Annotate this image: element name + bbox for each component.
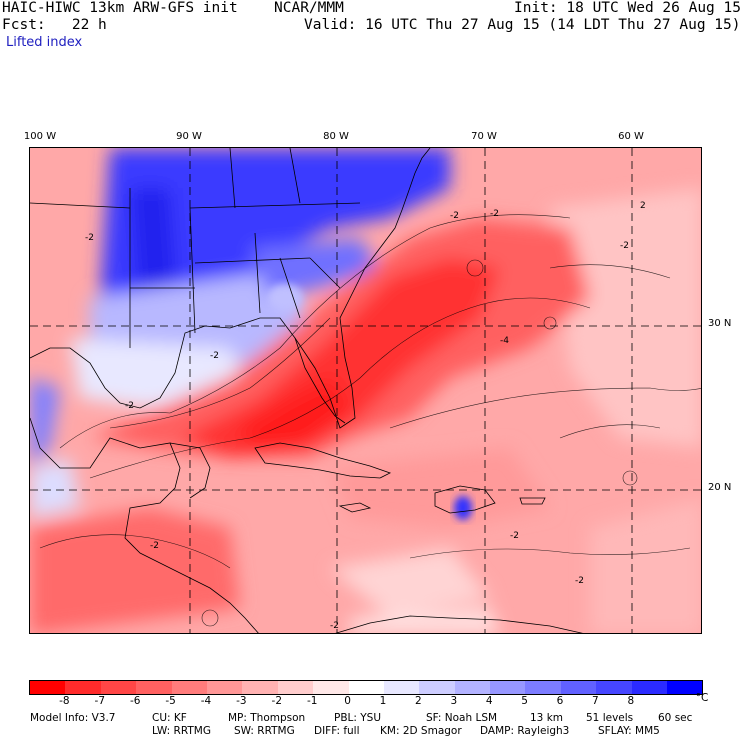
model-info-cu: CU: KF bbox=[152, 712, 187, 724]
colorbar-cell bbox=[171, 681, 207, 694]
colorbar-tick-label: -5 bbox=[165, 695, 176, 707]
colorbar-cell bbox=[383, 681, 420, 694]
colorbar-cell bbox=[242, 681, 278, 694]
field-shading bbox=[30, 148, 701, 633]
colorbar-tick-label: -8 bbox=[59, 695, 70, 707]
contour-label: -2 bbox=[330, 621, 339, 631]
model-info-sf: SF: Noah LSM bbox=[426, 712, 498, 724]
model-info-sw: SW: RRTMG bbox=[234, 725, 295, 737]
lat-label-20n: 20 N bbox=[708, 482, 732, 493]
lat-lon-grid bbox=[30, 148, 701, 633]
contour-label: -2 bbox=[210, 351, 219, 361]
contour-label: -2 bbox=[575, 576, 584, 586]
colorbar-tick-label: 5 bbox=[521, 695, 528, 707]
colorbar-cell bbox=[30, 681, 66, 694]
contour-label: -4 bbox=[500, 336, 509, 346]
lifted-index-map: -2 -2 -2 -2 -4 -2 -2 2 -2 -2 -2 -2 bbox=[29, 147, 702, 634]
colorbar-cell bbox=[277, 681, 314, 694]
blue-pocket bbox=[454, 496, 472, 520]
colorbar-tick-label: -6 bbox=[129, 695, 141, 707]
contours bbox=[39, 214, 701, 627]
colorbar-tick-label: 7 bbox=[592, 695, 599, 707]
lon-label-100w: 100 W bbox=[23, 131, 57, 142]
model-info-km: KM: 2D Smagor bbox=[380, 725, 462, 737]
forecast-hour: Fcst: 22 h bbox=[2, 17, 107, 33]
init-time: Init: 18 UTC Wed 26 Aug 15 bbox=[514, 0, 740, 16]
contour-label: -2 bbox=[150, 541, 159, 551]
colorbar-cell bbox=[65, 681, 101, 694]
colorbar-tick-label: -7 bbox=[94, 695, 106, 707]
colorbar-tick-label: 0 bbox=[344, 695, 351, 707]
colorbar-cell bbox=[313, 681, 349, 694]
model-info-damp: DAMP: Rayleigh3 bbox=[480, 725, 570, 737]
colorbar-tick-label: -1 bbox=[306, 695, 318, 707]
model-info-res: 13 km bbox=[530, 712, 564, 724]
contour-label: -2 bbox=[490, 209, 499, 219]
colorbar-tick-label: -4 bbox=[200, 695, 212, 707]
field-name: Lifted index bbox=[6, 35, 83, 50]
colorbar-cell bbox=[419, 681, 455, 694]
colorbar-tick-label: 1 bbox=[379, 695, 387, 707]
lon-label-70w: 70 W bbox=[471, 131, 497, 142]
colorbar-cell bbox=[100, 681, 137, 694]
contour-label: -2 bbox=[510, 531, 519, 541]
contour-label: -2 bbox=[125, 401, 134, 411]
lon-label-60w: 60 W bbox=[618, 131, 644, 142]
contour-label: -2 bbox=[85, 233, 94, 243]
colorbar-tick-label: -3 bbox=[236, 695, 247, 707]
colorbar-tick-label: 3 bbox=[450, 695, 458, 707]
colorbar-tick-label: -2 bbox=[271, 695, 283, 707]
org-label: NCAR/MMM bbox=[274, 0, 344, 16]
colorbar-cell bbox=[348, 681, 384, 694]
colorbar-cell bbox=[560, 681, 597, 694]
model-info-lw: LW: RRTMG bbox=[152, 725, 211, 737]
colorbar-cell bbox=[490, 681, 526, 694]
model-info-mp: MP: Thompson bbox=[228, 712, 306, 724]
colorbar-unit: °C bbox=[695, 692, 709, 704]
pale-pocket bbox=[267, 284, 303, 312]
colorbar-cell bbox=[454, 681, 491, 694]
colorbar-cell bbox=[525, 681, 561, 694]
colorbar-tick-label: 2 bbox=[415, 695, 422, 707]
model-info-version: Model Info: V3.7 bbox=[30, 712, 116, 724]
contour-labels: -2 -2 -2 -2 -4 -2 -2 2 -2 -2 -2 -2 bbox=[85, 201, 646, 631]
contour-label: -2 bbox=[620, 241, 629, 251]
colorbar-cell bbox=[206, 681, 243, 694]
contour-label: -2 bbox=[450, 211, 459, 221]
lon-label-80w: 80 W bbox=[323, 131, 349, 142]
colorbar-cell bbox=[136, 681, 172, 694]
colorbar-cell bbox=[596, 681, 632, 694]
model-info-sflay: SFLAY: MM5 bbox=[598, 725, 660, 737]
colorbar-tick-label: 4 bbox=[485, 695, 493, 707]
contour-label: 2 bbox=[640, 201, 646, 211]
colorbar-tick-label: 8 bbox=[627, 695, 635, 707]
colorbar-tick-label: 6 bbox=[556, 695, 564, 707]
model-info-pbl: PBL: YSU bbox=[334, 712, 382, 724]
lat-label-30n: 30 N bbox=[708, 318, 732, 329]
model-info-timestep: 60 sec bbox=[658, 712, 693, 724]
valid-time: Valid: 16 UTC Thu 27 Aug 15 (14 LDT Thu … bbox=[304, 17, 740, 33]
colorbar bbox=[29, 680, 704, 695]
model-title: HAIC-HIWC 13km ARW-GFS init bbox=[2, 0, 238, 16]
model-info-levels: 51 levels bbox=[586, 712, 634, 724]
lon-label-90w: 90 W bbox=[176, 131, 202, 142]
coastlines bbox=[30, 148, 583, 633]
model-info-diff: DIFF: full bbox=[314, 725, 360, 737]
colorbar-cell bbox=[631, 681, 668, 694]
colorbar-cell bbox=[667, 681, 703, 694]
